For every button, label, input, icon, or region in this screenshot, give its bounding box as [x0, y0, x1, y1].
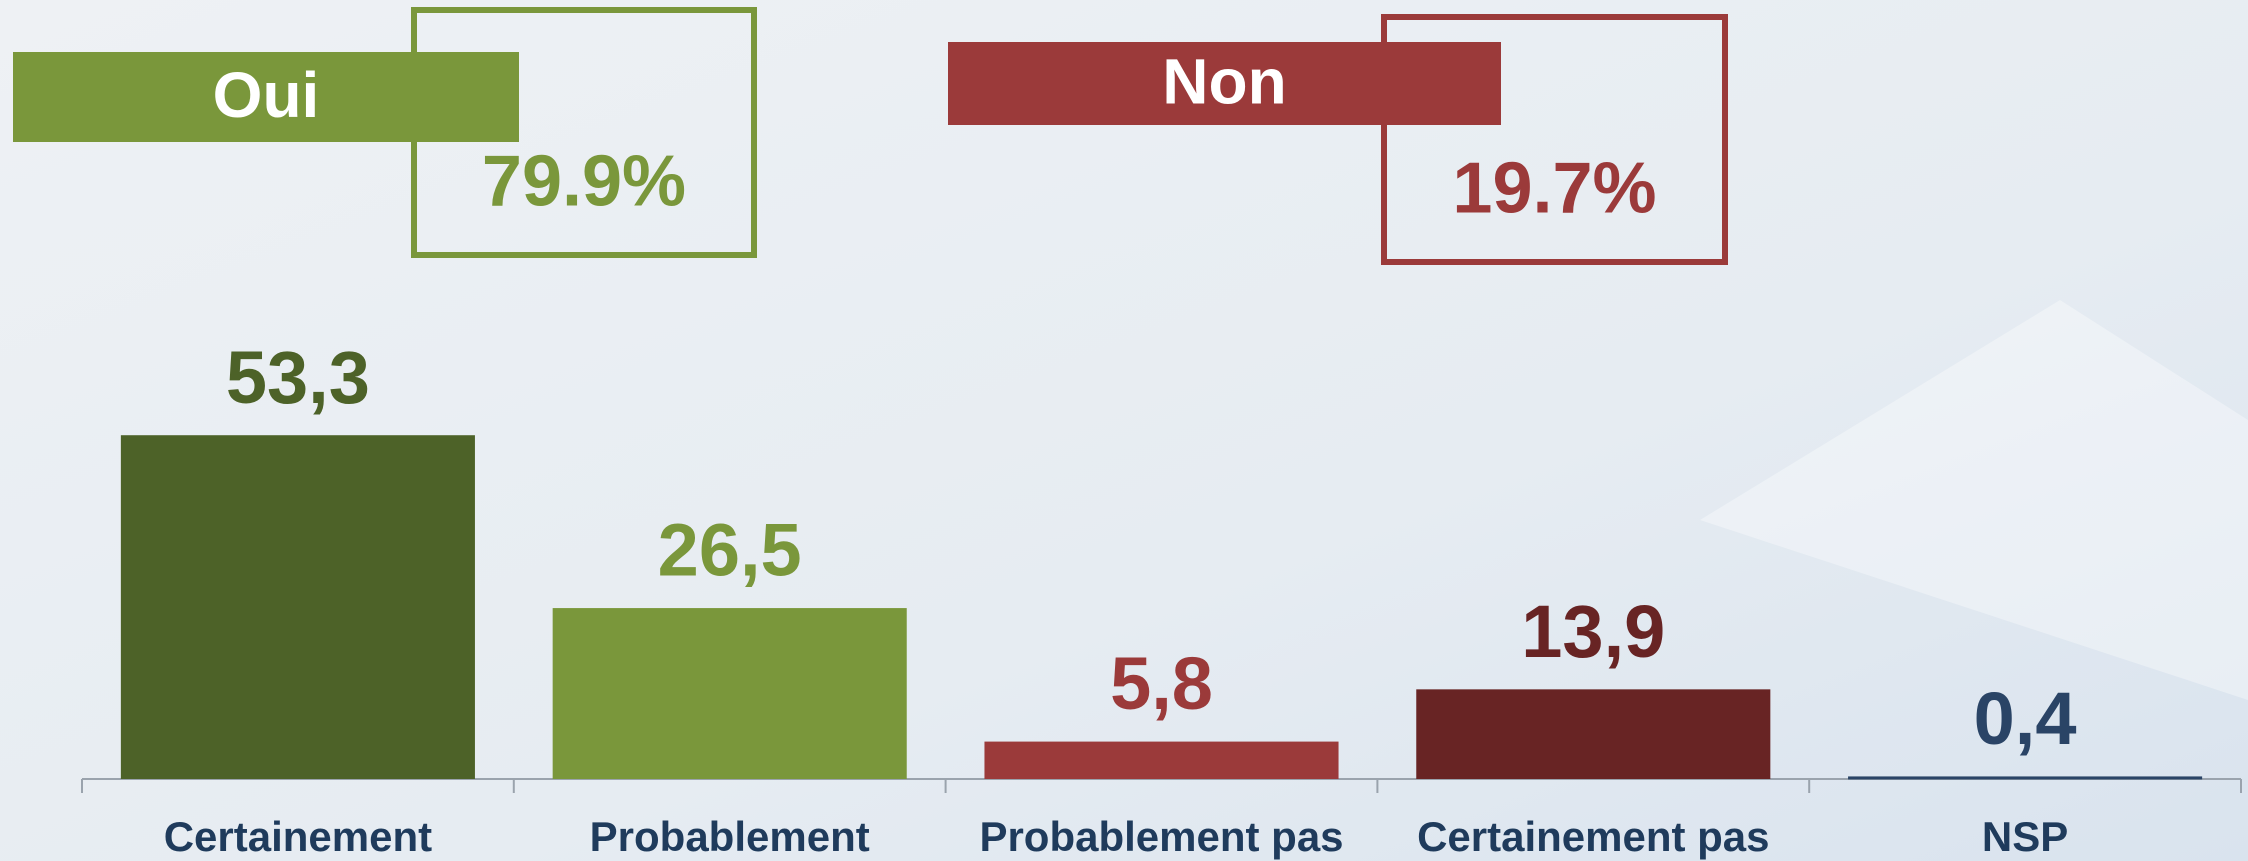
summary-box: [1381, 14, 1728, 265]
decoration: [1700, 300, 2248, 700]
summary-label-bg: [13, 52, 519, 142]
bar: [552, 608, 907, 779]
bar: [984, 741, 1339, 779]
bar: [120, 435, 475, 779]
bar: [1416, 689, 1771, 779]
bar: [1848, 776, 2203, 780]
x-tick-label: NSP: [1982, 813, 2068, 860]
summary-label: Oui: [213, 59, 320, 131]
x-tick-label: Probablement: [590, 813, 870, 860]
summary-label-bg: [948, 42, 1501, 125]
value-label: 5,8: [1110, 642, 1213, 725]
x-tick-label: Probablement pas: [979, 813, 1343, 860]
x-tick-label: Certainement pas: [1417, 813, 1769, 860]
value-label: 53,3: [226, 336, 370, 419]
value-label: 13,9: [1521, 590, 1665, 673]
summary-label: Non: [1162, 45, 1286, 117]
summary-value: 19.7%: [1452, 148, 1656, 228]
x-tick-label: Certainement: [164, 813, 432, 860]
value-label: 26,5: [658, 509, 802, 592]
summary-value: 79.9%: [482, 141, 686, 221]
value-label: 0,4: [1974, 677, 2077, 760]
